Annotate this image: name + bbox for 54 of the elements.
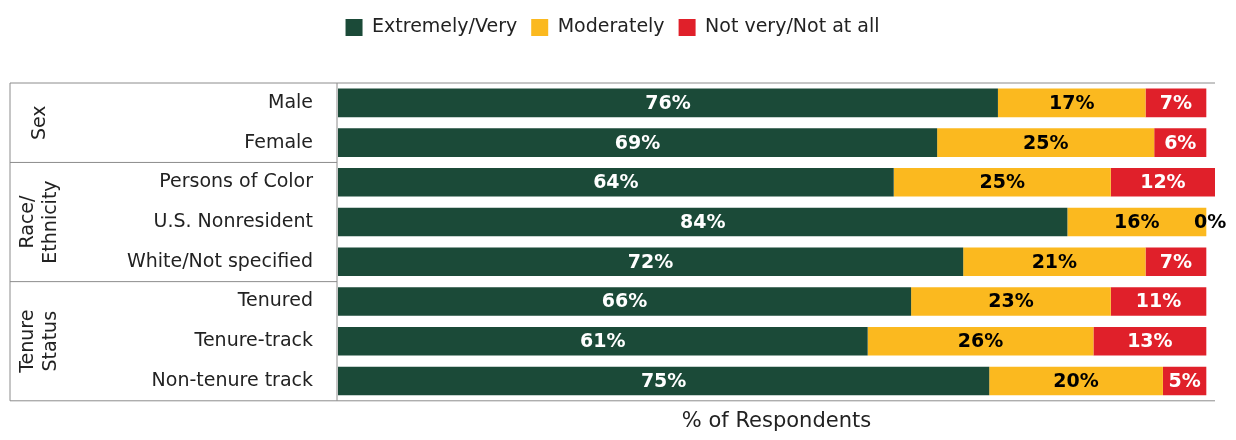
bar <box>911 287 1111 316</box>
bar <box>997 88 1146 118</box>
bar <box>338 88 998 118</box>
text: Tenure Status <box>15 309 61 374</box>
bar <box>1093 326 1207 356</box>
bar <box>937 128 1155 157</box>
data-label: 76% <box>645 90 691 113</box>
text: Race/ Ethnicity <box>15 180 61 264</box>
bar <box>338 326 868 356</box>
bar <box>338 207 1068 237</box>
legend-label: Extremely/Very <box>372 14 518 37</box>
data-label: 23% <box>988 289 1034 312</box>
data-label: 17% <box>1048 90 1095 113</box>
y-tick-label: Male <box>267 89 313 112</box>
y-tick-label: Tenure-track <box>193 328 313 351</box>
data-label: 84% <box>679 209 726 232</box>
bar <box>338 247 964 277</box>
bar <box>963 247 1146 277</box>
bar <box>338 128 938 157</box>
data-label: 64% <box>593 170 639 193</box>
data-label: 25% <box>1022 130 1069 153</box>
bar <box>338 168 894 197</box>
bar <box>338 287 912 316</box>
data-label: 66% <box>601 289 648 312</box>
data-label: 13% <box>1127 329 1173 352</box>
y-tick-label: White/Not specified <box>126 248 313 271</box>
y-tick-label: Non-tenure track <box>151 367 313 390</box>
data-label: 25% <box>979 170 1025 193</box>
data-label: 69% <box>614 130 661 153</box>
data-label: 7% <box>1159 249 1193 272</box>
data-label: 7% <box>1159 90 1193 113</box>
y-tick-label: Persons of Color <box>159 169 314 192</box>
y-tick-label: Female <box>244 129 313 152</box>
data-label: 26% <box>957 329 1004 352</box>
data-label: 6% <box>1164 130 1197 153</box>
y-tick-label: U.S. Nonresident <box>153 208 313 231</box>
bar <box>893 168 1111 197</box>
data-label: 16% <box>1114 209 1160 232</box>
data-label: 12% <box>1140 170 1186 193</box>
y-tick-label: Tenured <box>236 288 313 311</box>
data-label: 61% <box>580 329 626 352</box>
legend-label: Not very/Not at all <box>705 14 880 37</box>
data-label: 21% <box>1031 249 1078 272</box>
text: Sex <box>26 105 49 141</box>
data-label: 5% <box>1168 368 1201 391</box>
x-axis-title: % of Respondents <box>681 407 872 432</box>
data-label: 75% <box>640 368 687 391</box>
bar <box>989 366 1163 396</box>
data-label: 72% <box>627 249 674 272</box>
data-label: 11% <box>1135 289 1182 312</box>
data-label: 20% <box>1053 368 1099 391</box>
bar <box>338 366 990 396</box>
bar <box>867 326 1094 356</box>
legend-label: Moderately <box>557 14 665 37</box>
